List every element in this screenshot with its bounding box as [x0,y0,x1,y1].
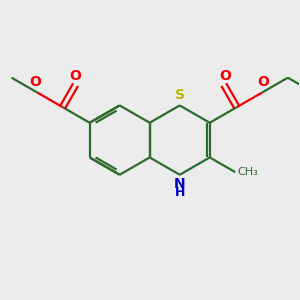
Text: O: O [257,75,269,89]
Text: O: O [29,75,41,89]
Text: O: O [219,69,231,82]
Text: N: N [174,177,185,191]
Text: CH₃: CH₃ [237,167,258,177]
Text: O: O [70,69,82,82]
Text: S: S [175,88,185,102]
Text: H: H [175,186,185,199]
